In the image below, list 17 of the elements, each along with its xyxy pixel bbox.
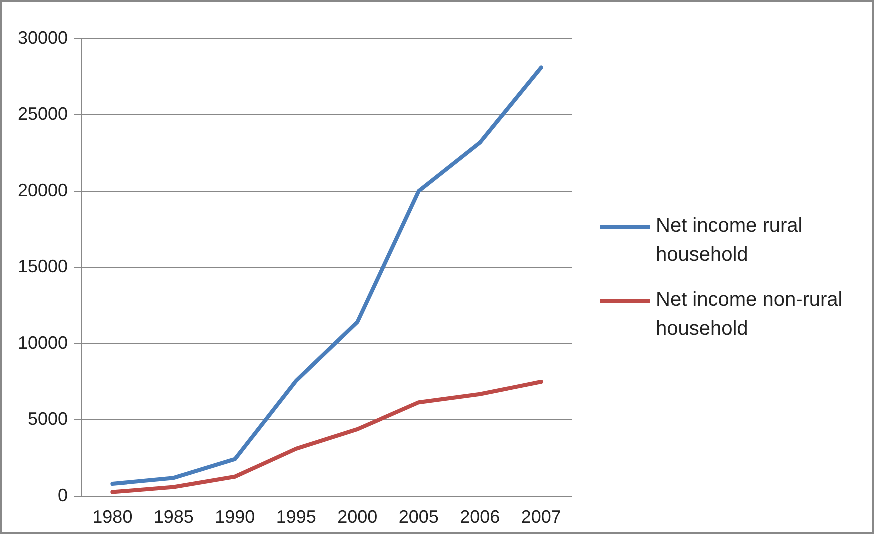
y-tick-label: 10000	[18, 332, 68, 353]
legend-label: Net income rural household	[656, 214, 804, 268]
x-tick-label: 1985	[154, 507, 194, 528]
x-tick-label: 1995	[276, 507, 316, 528]
y-tick-label: 20000	[18, 180, 68, 200]
x-tick-label: 2006	[460, 507, 500, 528]
y-tick-label: 15000	[18, 256, 68, 277]
y-tick-label: 0	[58, 485, 68, 506]
x-tick-label: 1990	[215, 507, 256, 528]
x-tick-label: 2007	[521, 507, 562, 528]
legend-label: Net income non-rural household	[656, 288, 844, 342]
y-tick-label: 30000	[18, 28, 68, 48]
y-tick-label: 25000	[18, 104, 68, 124]
x-tick-label: 2000	[338, 507, 378, 528]
x-tick-label: 2005	[398, 507, 439, 528]
y-tick-label: 5000	[28, 409, 68, 430]
x-tick-label: 1980	[92, 507, 133, 528]
